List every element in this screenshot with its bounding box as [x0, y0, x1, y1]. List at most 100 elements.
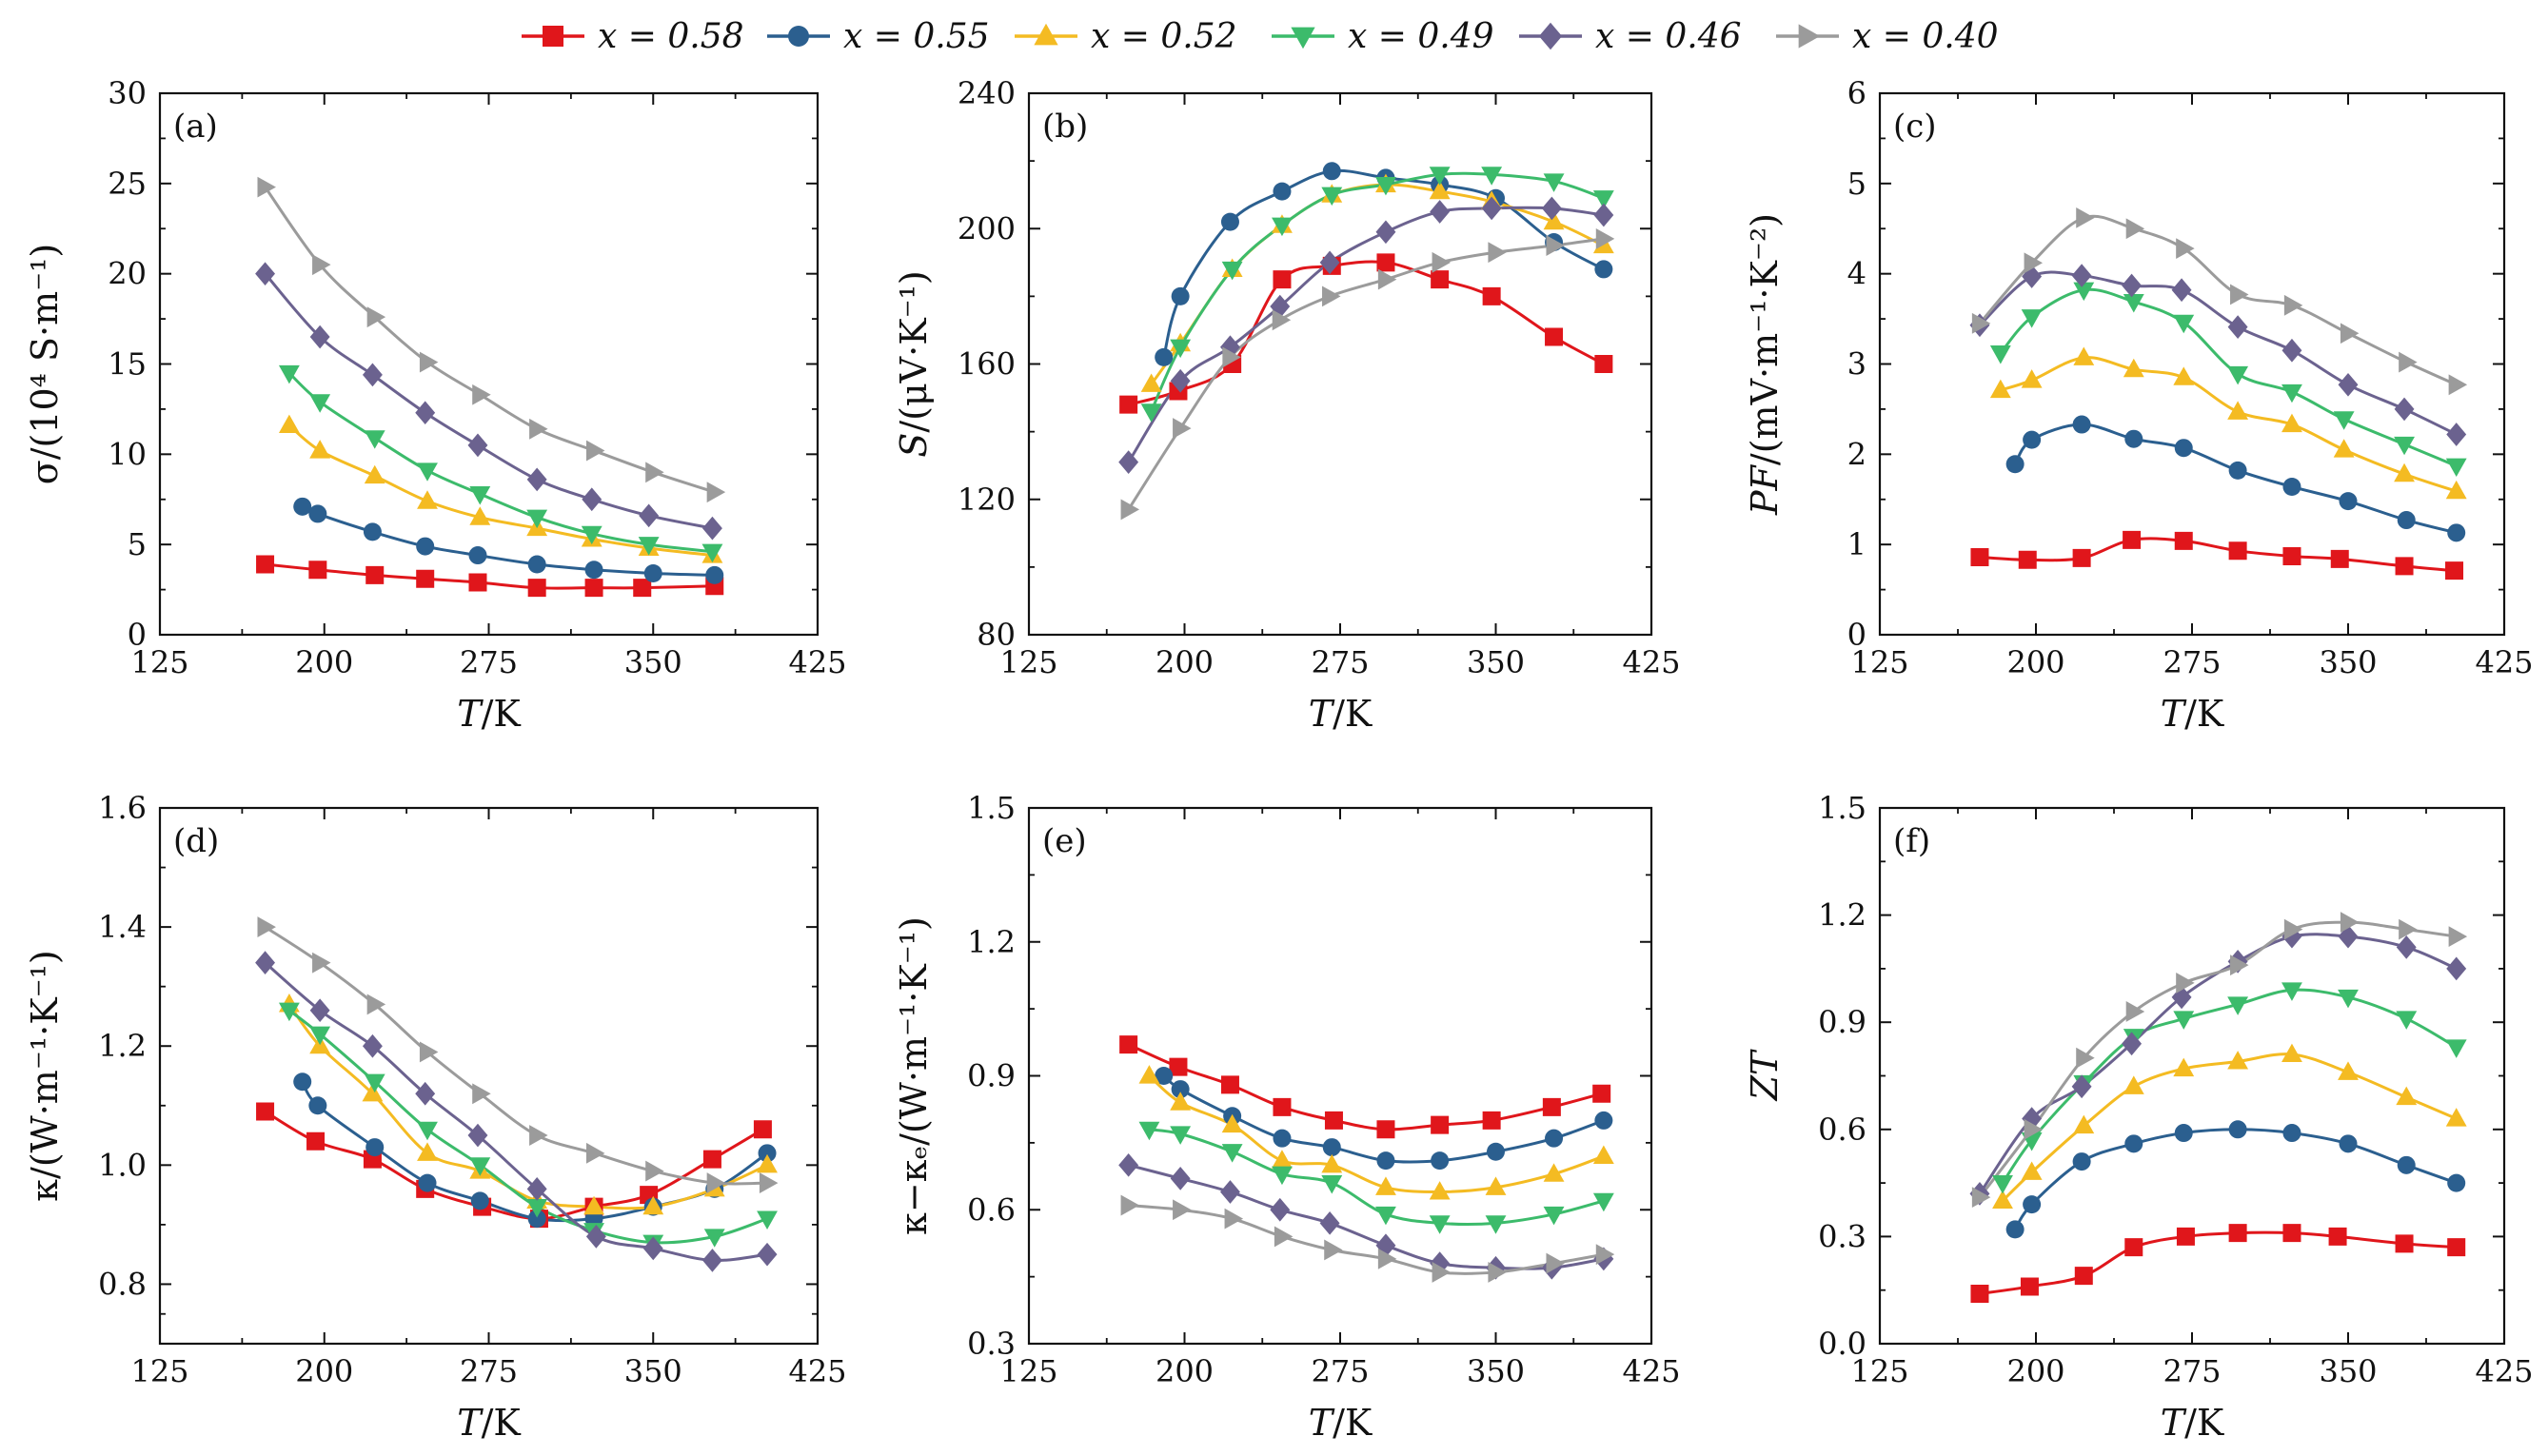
- x-tick-label: 275: [460, 1353, 518, 1389]
- data-point: [2281, 1043, 2302, 1063]
- y-tick-label: 4: [1847, 256, 1867, 292]
- data-point: [1155, 347, 1174, 366]
- y-tick-label: 0.9: [1818, 1004, 1867, 1040]
- data-point: [417, 1142, 438, 1161]
- data-point: [363, 522, 382, 541]
- data-point: [2228, 1120, 2247, 1139]
- data-point: [1138, 1121, 1160, 1141]
- data-point: [1322, 1138, 1341, 1157]
- data-point: [1992, 1190, 2013, 1209]
- data-point: [527, 579, 546, 598]
- data-point: [2023, 1195, 2042, 1214]
- plot-area: [255, 176, 726, 598]
- data-point: [469, 485, 491, 505]
- data-point: [1429, 1181, 1451, 1200]
- series-line: [287, 1009, 768, 1245]
- data-point: [278, 414, 300, 434]
- data-point: [2283, 918, 2303, 940]
- data-point: [1375, 220, 1396, 245]
- series-line: [287, 1003, 768, 1210]
- axis-label-rest: /K: [1333, 1402, 1373, 1444]
- data-point: [2005, 455, 2025, 474]
- data-point: [467, 1123, 488, 1148]
- data-point: [1322, 162, 1341, 181]
- y-tick-label: 80: [977, 617, 1016, 653]
- data-point: [2005, 1220, 2025, 1239]
- series-line: [1999, 287, 2458, 468]
- data-point: [2338, 1061, 2359, 1080]
- panel-label: (f): [1893, 822, 1930, 860]
- x-tick-label: 425: [788, 1353, 846, 1389]
- data-point: [2123, 530, 2142, 549]
- data-point: [2171, 278, 2192, 303]
- data-point: [703, 1229, 725, 1248]
- legend-label: x = 0.52: [1091, 17, 1237, 56]
- axis-label-italic-part: T: [1309, 693, 1335, 735]
- data-point: [1273, 270, 1292, 289]
- y-axis-label: σ/(10⁴ S·m⁻¹): [24, 244, 66, 485]
- data-point: [1173, 1199, 1192, 1221]
- data-point: [1970, 547, 1989, 566]
- data-point: [1542, 1097, 1561, 1116]
- data-point: [2328, 1227, 2347, 1246]
- data-point: [1989, 379, 2011, 399]
- data-point: [1324, 1111, 1343, 1130]
- data-point: [2173, 1011, 2195, 1030]
- data-point: [309, 325, 330, 349]
- legend-label: x = 0.58: [598, 17, 744, 56]
- data-point: [308, 1096, 327, 1115]
- y-tick-label: 2: [1847, 436, 1867, 472]
- data-point: [2122, 1032, 2143, 1056]
- data-point: [2023, 430, 2042, 449]
- x-axis-label: T/K: [457, 1402, 521, 1444]
- data-point: [643, 564, 662, 583]
- x-tick-label: 200: [2006, 1353, 2064, 1389]
- y-tick-label: 1: [1847, 526, 1867, 562]
- chart-panel: 125 200 275 350 425 0.0 0.3 0.6 0.9 1.2 1.5 (f) T/K Z…: [1744, 790, 2534, 1444]
- axis-label-italic-part: T: [2161, 693, 2187, 735]
- data-point: [365, 1138, 385, 1157]
- data-point: [1171, 1080, 1190, 1099]
- plot-area: [1969, 207, 2468, 580]
- data-point: [1543, 210, 1565, 230]
- y-tick-label: 15: [108, 346, 147, 383]
- data-point: [468, 546, 487, 565]
- panel-label: (a): [173, 108, 218, 146]
- data-point: [1270, 294, 1291, 319]
- data-point: [2173, 1057, 2195, 1077]
- data-point: [472, 1083, 491, 1105]
- data-point: [2227, 996, 2249, 1015]
- data-point: [2283, 294, 2303, 316]
- y-tick-label: 0.6: [967, 1191, 1016, 1228]
- data-point: [1481, 196, 1502, 221]
- y-axis-label: S/(μV·K⁻¹): [893, 270, 935, 457]
- data-point: [583, 1195, 604, 1215]
- data-point: [2395, 1234, 2414, 1253]
- data-point: [469, 1157, 491, 1176]
- data-point: [645, 1160, 664, 1182]
- data-point: [2228, 541, 2247, 561]
- data-point: [1319, 250, 1340, 275]
- series-line: [1978, 270, 2458, 436]
- y-tick-label: 0.3: [1818, 1218, 1867, 1254]
- data-point: [293, 497, 312, 516]
- data-point: [2227, 1051, 2249, 1070]
- y-axis-label: κ−κₑ/(W·m⁻¹·K⁻¹): [893, 916, 935, 1235]
- data-point: [2394, 436, 2415, 456]
- chart-panel: 125 200 275 350 425 0 1 2 3 4 5 6 (c) T/K PF/(mV·m⁻¹·K…: [1744, 75, 2534, 735]
- data-point: [469, 506, 491, 525]
- data-point: [2076, 207, 2095, 228]
- data-point: [1377, 1248, 1397, 1269]
- series-line: [1162, 168, 1605, 358]
- data-point: [1220, 1075, 1239, 1094]
- data-point: [1170, 1167, 1191, 1190]
- data-point: [759, 1172, 779, 1194]
- data-point: [1375, 176, 1396, 196]
- data-point: [526, 509, 548, 529]
- x-tick-label: 350: [624, 644, 682, 680]
- data-point: [2227, 315, 2248, 339]
- series-line: [2013, 423, 2458, 535]
- data-point: [585, 1225, 606, 1249]
- data-point: [1170, 1092, 1192, 1111]
